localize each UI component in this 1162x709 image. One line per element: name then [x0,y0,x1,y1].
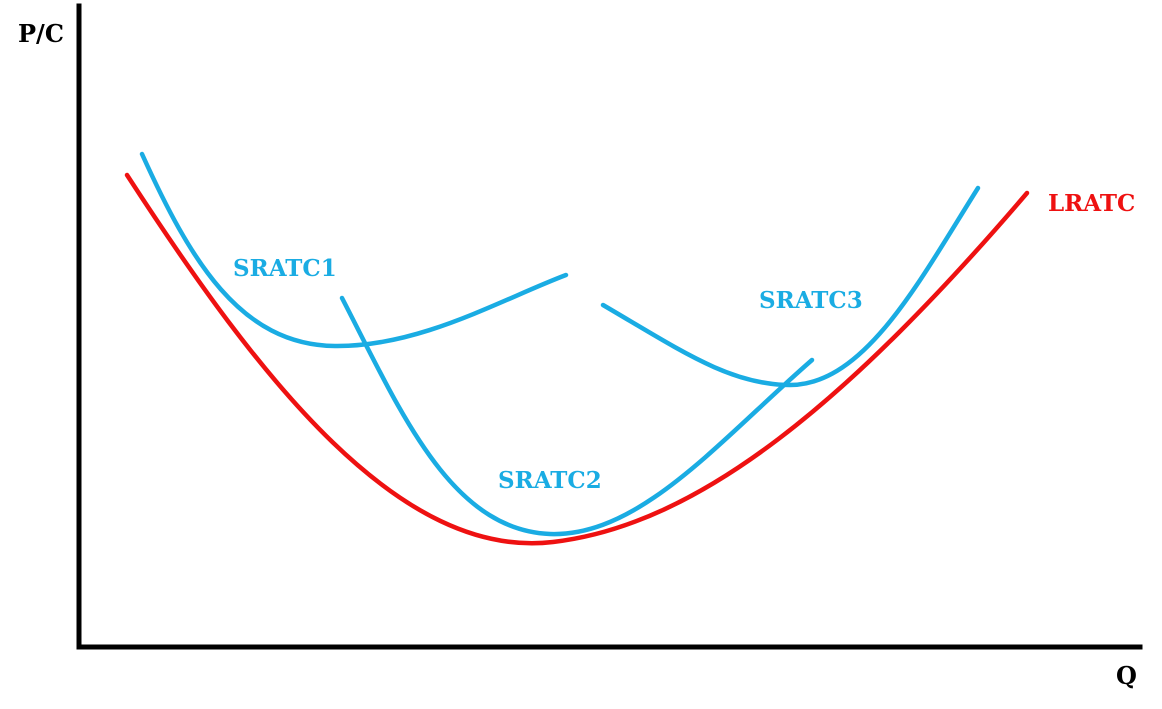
sratc1-label: SRATC1 [233,255,337,282]
lratc-curve [124,172,1030,546]
sratc3-label: SRATC3 [759,287,863,314]
lratc-label: LRATC [1048,190,1135,217]
y-axis-label: P/C [18,19,64,48]
sratc2-label: SRATC2 [498,467,602,494]
sratc2-curve [339,295,815,537]
sratc3-curve [600,185,981,388]
x-axis-label: Q [1116,661,1137,690]
sratc1-curve [139,151,569,349]
